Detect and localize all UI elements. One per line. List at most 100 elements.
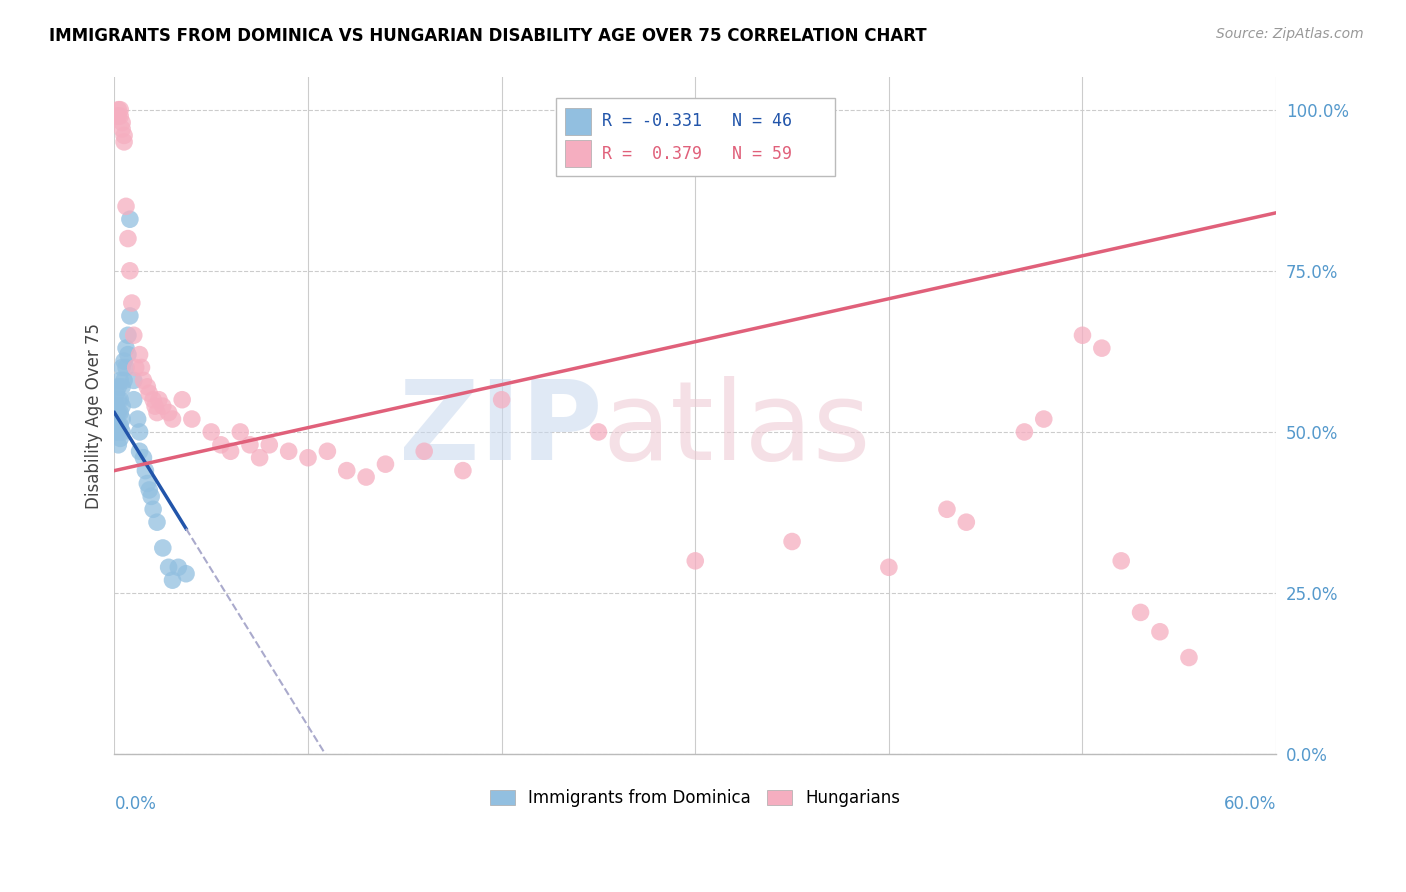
Point — [588, 425, 610, 439]
Point — [111, 399, 134, 413]
Point — [111, 425, 134, 439]
Point — [105, 109, 128, 123]
Point — [239, 438, 262, 452]
Point — [131, 360, 153, 375]
Point — [111, 360, 134, 375]
Point — [1032, 412, 1054, 426]
Point — [115, 199, 138, 213]
Point — [128, 425, 150, 439]
Text: ZIP: ZIP — [399, 376, 602, 483]
Point — [1014, 425, 1036, 439]
Point — [229, 425, 252, 439]
Point — [138, 483, 160, 497]
Point — [118, 309, 141, 323]
Point — [105, 418, 128, 433]
Point — [110, 373, 132, 387]
Point — [683, 554, 706, 568]
Point — [316, 444, 339, 458]
Point — [107, 380, 129, 394]
Point — [115, 360, 138, 375]
Point — [1091, 341, 1114, 355]
Point — [105, 412, 128, 426]
Point — [128, 444, 150, 458]
Point — [219, 444, 242, 458]
Point — [111, 122, 134, 136]
Point — [1178, 650, 1201, 665]
Point — [413, 444, 436, 458]
Point — [112, 135, 135, 149]
Text: Source: ZipAtlas.com: Source: ZipAtlas.com — [1216, 27, 1364, 41]
Legend: Immigrants from Dominica, Hungarians: Immigrants from Dominica, Hungarians — [484, 782, 907, 814]
Point — [451, 464, 474, 478]
Point — [209, 438, 232, 452]
Point — [1071, 328, 1094, 343]
Point — [877, 560, 900, 574]
Point — [128, 348, 150, 362]
Point — [148, 392, 170, 407]
Point — [132, 373, 155, 387]
Point — [105, 399, 128, 413]
Point — [142, 502, 165, 516]
Point — [105, 386, 128, 401]
Point — [1109, 554, 1132, 568]
Point — [117, 231, 139, 245]
Point — [122, 328, 145, 343]
Point — [354, 470, 377, 484]
Point — [105, 425, 128, 439]
Text: R =  0.379   N = 59: R = 0.379 N = 59 — [602, 145, 793, 162]
Point — [112, 128, 135, 143]
Text: IMMIGRANTS FROM DOMINICA VS HUNGARIAN DISABILITY AGE OVER 75 CORRELATION CHART: IMMIGRANTS FROM DOMINICA VS HUNGARIAN DI… — [49, 27, 927, 45]
Y-axis label: Disability Age Over 75: Disability Age Over 75 — [86, 323, 103, 508]
Point — [146, 406, 169, 420]
Point — [107, 103, 129, 117]
Text: 60.0%: 60.0% — [1223, 795, 1277, 813]
Point — [118, 264, 141, 278]
Point — [146, 515, 169, 529]
Point — [162, 573, 184, 587]
Point — [132, 450, 155, 465]
FancyBboxPatch shape — [555, 98, 835, 176]
Point — [143, 399, 166, 413]
Point — [117, 348, 139, 362]
Point — [167, 560, 190, 574]
Point — [111, 412, 134, 426]
Point — [936, 502, 959, 516]
Point — [110, 103, 132, 117]
Bar — [565, 108, 591, 135]
Point — [107, 406, 129, 420]
Point — [122, 373, 145, 387]
Point — [141, 489, 163, 503]
Point — [134, 464, 156, 478]
Point — [110, 109, 132, 123]
Point — [127, 412, 149, 426]
Bar — [565, 140, 591, 168]
Point — [172, 392, 194, 407]
Point — [152, 399, 174, 413]
Point — [110, 431, 132, 445]
Point — [1149, 624, 1171, 639]
Point — [112, 354, 135, 368]
Point — [200, 425, 222, 439]
Text: 0.0%: 0.0% — [114, 795, 156, 813]
Point — [162, 412, 184, 426]
Point — [107, 418, 129, 433]
Point — [107, 438, 129, 452]
Point — [1129, 606, 1152, 620]
Text: R = -0.331   N = 46: R = -0.331 N = 46 — [602, 112, 793, 130]
Point — [157, 406, 180, 420]
Point — [297, 450, 319, 465]
Point — [122, 392, 145, 407]
Point — [111, 115, 134, 129]
Point — [152, 541, 174, 555]
Point — [121, 296, 143, 310]
Point — [336, 464, 359, 478]
Point — [107, 392, 129, 407]
Point — [491, 392, 513, 407]
Point — [174, 566, 197, 581]
Point — [780, 534, 803, 549]
Point — [118, 212, 141, 227]
Point — [259, 438, 281, 452]
Point — [112, 373, 135, 387]
Point — [180, 412, 202, 426]
Point — [110, 418, 132, 433]
